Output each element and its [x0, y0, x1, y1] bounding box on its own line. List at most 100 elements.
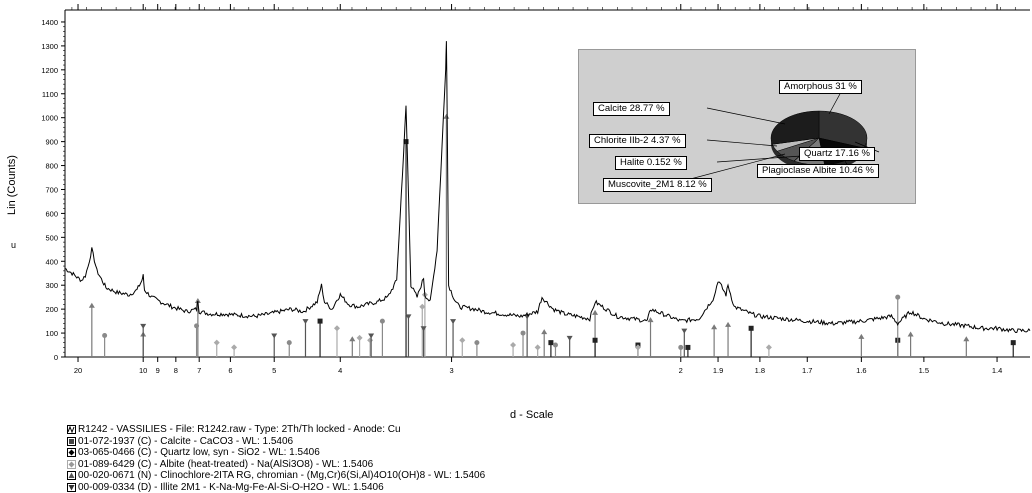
x-tick-label: 8: [174, 366, 178, 375]
reference-marker: [685, 345, 690, 350]
legend-item: 01-089-6429 (C) - Albite (heat-treated) …: [67, 459, 485, 471]
legend-item: 03-065-0466 (C) - Quartz low, syn - SiO2…: [67, 447, 485, 459]
reference-marker: [592, 310, 598, 315]
pie-leader-line: [707, 140, 777, 146]
y-tick-label: 0: [54, 353, 58, 362]
y-tick-label: 800: [45, 162, 58, 171]
reference-marker: [908, 331, 914, 336]
pie-label-chlorite: Chlorite IIb-2 4.37 %: [589, 134, 686, 148]
reference-marker: [318, 319, 323, 324]
reference-marker: [357, 335, 363, 341]
reference-marker: [102, 333, 107, 338]
x-tick-label: 1.5: [919, 366, 929, 375]
pattern-legend: R1242 - VASSILIES - File: R1242.raw - Ty…: [67, 424, 485, 493]
reference-marker: [443, 114, 449, 119]
y-tick-label: 1400: [41, 18, 58, 27]
reference-marker: [368, 333, 374, 338]
y-axis-label: Lin (Counts): [0, 150, 24, 220]
x-axis-label: d - Scale: [510, 409, 553, 421]
pie-label-muscovite: Muscovite_2M1 8.12 %: [603, 178, 712, 192]
reference-marker: [725, 322, 731, 327]
reference-marker: [349, 336, 355, 341]
pie-label-amorphous: Amorphous 31 %: [779, 80, 862, 94]
x-tick-label: 1.6: [856, 366, 866, 375]
reference-marker: [474, 340, 479, 345]
reference-marker: [367, 337, 373, 343]
reference-marker: [1011, 340, 1016, 345]
reference-marker: [567, 336, 573, 341]
reference-marker: [302, 319, 308, 324]
y-side-mark: u: [11, 240, 16, 250]
reference-marker: [648, 317, 654, 322]
legend-text: 00-020-0671 (N) - Clinochlore-2ITA RG, c…: [78, 470, 485, 482]
reference-marker: [535, 344, 541, 350]
x-tick-label: 10: [139, 366, 147, 375]
gray-diamond-icon: [67, 460, 76, 469]
y-tick-label: 500: [45, 233, 58, 242]
reference-marker: [858, 334, 864, 339]
y-tick-label: 1100: [42, 90, 58, 99]
phase-pie-panel: Amorphous 31 % Quartz 17.16 % Plagioclas…: [578, 49, 916, 204]
legend-text: 01-072-1937 (C) - Calcite - CaCO3 - WL: …: [78, 436, 293, 448]
legend-text: 03-065-0466 (C) - Quartz low, syn - SiO2…: [78, 447, 320, 459]
reference-marker: [521, 331, 526, 336]
reference-marker: [287, 340, 292, 345]
reference-marker: [749, 326, 754, 331]
legend-text: 01-089-6429 (C) - Albite (heat-treated) …: [78, 459, 373, 471]
y-tick-label: 1000: [41, 114, 58, 123]
legend-item: R1242 - VASSILIES - File: R1242.raw - Ty…: [67, 424, 485, 436]
line-pattern-icon: [67, 425, 76, 434]
legend-item: 01-072-1937 (C) - Calcite - CaCO3 - WL: …: [67, 436, 485, 448]
triangle-down-icon: [67, 483, 76, 492]
reference-marker: [963, 336, 969, 341]
pie-label-calcite: Calcite 28.77 %: [593, 102, 670, 116]
reference-marker: [334, 325, 340, 331]
reference-marker: [681, 329, 687, 334]
pie-label-quartz: Quartz 17.16 %: [799, 147, 875, 161]
pie-leader-line: [707, 108, 785, 124]
x-tick-label: 7: [197, 366, 201, 375]
x-tick-label: 20: [74, 366, 82, 375]
reference-marker: [541, 329, 547, 334]
reference-marker: [89, 303, 95, 308]
y-tick-label: 100: [45, 329, 58, 338]
reference-marker: [194, 323, 199, 328]
reference-marker: [421, 326, 427, 331]
x-tick-label: 1.8: [755, 366, 765, 375]
y-tick-label: 600: [45, 209, 58, 218]
reference-marker: [766, 344, 772, 350]
y-tick-label: 200: [45, 305, 58, 314]
triangle-up-icon: [67, 471, 76, 480]
reference-marker: [231, 344, 237, 350]
x-tick-label: 2: [679, 366, 683, 375]
reference-marker: [140, 324, 146, 329]
pie-label-plagioclase-albite: Plagioclase Albite 10.46 %: [757, 164, 879, 178]
reference-marker: [553, 343, 558, 348]
y-tick-label: 700: [45, 185, 58, 194]
x-tick-label: 1.9: [713, 366, 723, 375]
reference-marker: [450, 319, 456, 324]
x-tick-label: 1.4: [992, 366, 1002, 375]
x-tick-label: 4: [338, 366, 342, 375]
y-tick-label: 1300: [41, 42, 58, 51]
filled-square-icon: [67, 437, 76, 446]
reference-marker: [380, 319, 385, 324]
reference-marker: [459, 337, 465, 343]
x-tick-label: 9: [156, 366, 160, 375]
reference-marker: [895, 295, 900, 300]
legend-item: 00-020-0671 (N) - Clinochlore-2ITA RG, c…: [67, 470, 485, 482]
y-tick-label: 1200: [41, 66, 58, 75]
x-tick-label: 1.7: [802, 366, 812, 375]
pie-leader-line: [829, 92, 841, 114]
x-tick-label: 5: [272, 366, 276, 375]
reference-marker: [678, 345, 683, 350]
y-tick-label: 900: [45, 138, 58, 147]
legend-item: 00-009-0334 (D) - Illite 2M1 - K-Na-Mg-F…: [67, 482, 485, 493]
reference-marker: [214, 340, 220, 346]
reference-marker: [711, 324, 717, 329]
reference-marker: [593, 338, 598, 343]
y-tick-label: 400: [45, 257, 58, 266]
x-tick-label: 6: [228, 366, 232, 375]
pie-label-halite: Halite 0.152 %: [615, 156, 687, 170]
reference-marker: [548, 340, 553, 345]
